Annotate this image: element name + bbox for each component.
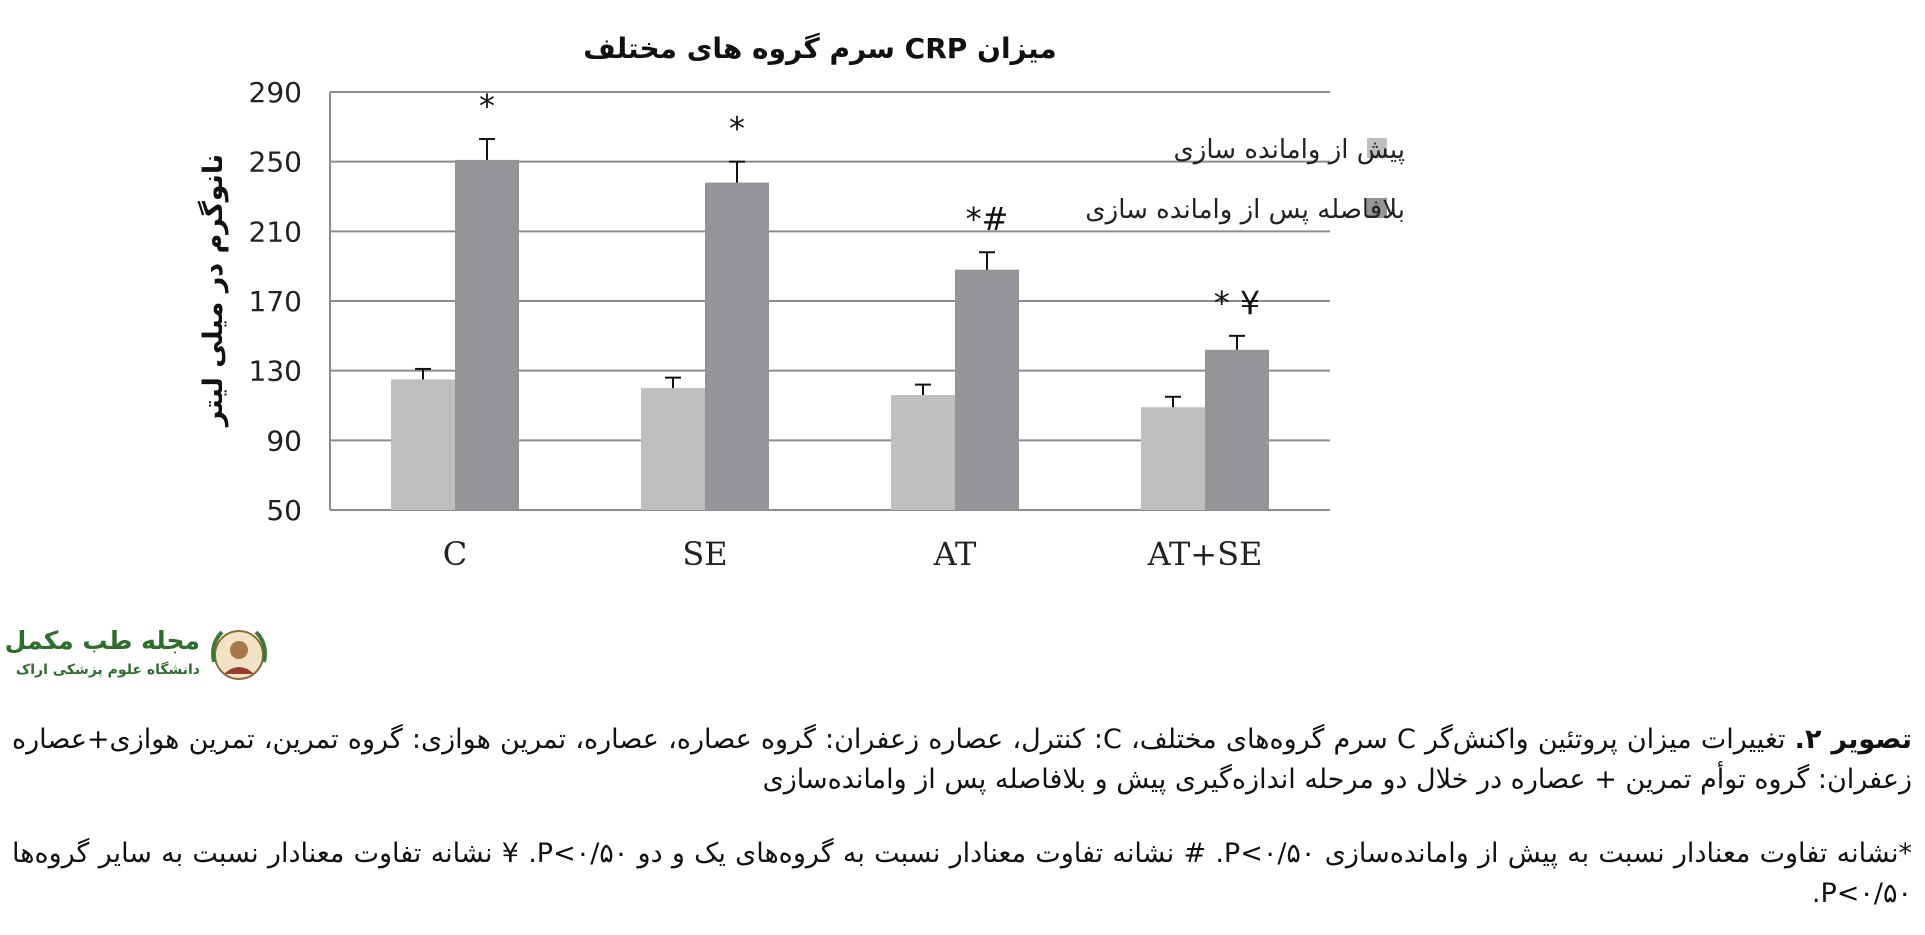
legend-swatch [1367,198,1387,218]
significance-mark: * [479,87,495,125]
bar [891,395,955,510]
figure-caption: تصویر ۲. تغییرات میزان پروتئین واکنش‌گر … [12,720,1912,800]
x-category-label: AT+SE [1147,535,1263,573]
error-bars [415,138,1245,408]
journal-logo: مجله طب مکمل دانشگاه علوم پزشکی اراک [5,622,272,692]
y-tick-label: 170 [249,285,302,318]
significance-annotations: * * *# * ¥ [479,87,1260,322]
y-axis-label: نانوگرم در میلی لیتر [197,154,229,428]
x-category-label: AT [933,535,977,573]
y-tick-label: 250 [249,146,302,179]
bar-chart: میزان CRP سرم گروه های مختلف نانوگرم در … [197,32,1405,573]
y-tick-label: 50 [266,494,302,527]
legend-label: پیش از وامانده سازی [1173,135,1405,165]
caption-label: تصویر ۲. [1794,724,1913,755]
x-axis-categories: C SE AT AT+SE [443,535,1263,573]
y-tick-label: 90 [266,424,302,457]
chart-title: میزان CRP سرم گروه های مختلف [583,32,1057,65]
y-axis-ticks: 50 90 130 170 210 250 290 [249,76,302,527]
x-category-label: SE [682,535,727,573]
y-tick-label: 130 [249,355,302,388]
bar [391,379,455,510]
legend-swatch [1367,138,1387,158]
bar [641,388,705,510]
significance-mark: * ¥ [1214,284,1261,322]
significance-mark: * [729,110,745,148]
logo-subtitle: دانشگاه علوم پزشکی اراک [15,662,200,678]
x-category-label: C [443,535,467,573]
bars [391,159,1269,511]
bar [955,269,1019,510]
bar [705,182,769,511]
bar [1205,349,1269,510]
laurel-emblem-icon [211,630,267,680]
caption-note: *نشانه تفاوت معنادار نسبت به پیش از واما… [12,838,1912,909]
legend: پیش از وامانده سازی بلافاصله پس از واماند… [1085,135,1405,225]
bar [1141,407,1205,510]
bar [455,159,519,511]
logo-title: مجله طب مکمل [4,626,200,655]
y-tick-label: 210 [249,215,302,248]
significance-mark: *# [966,200,1009,238]
y-tick-label: 290 [249,76,302,109]
caption-text: تغییرات میزان پروتئین واکنش‌گر C سرم گرو… [12,724,1912,795]
legend-label: بلافاصله پس از وامانده سازی [1085,195,1405,225]
